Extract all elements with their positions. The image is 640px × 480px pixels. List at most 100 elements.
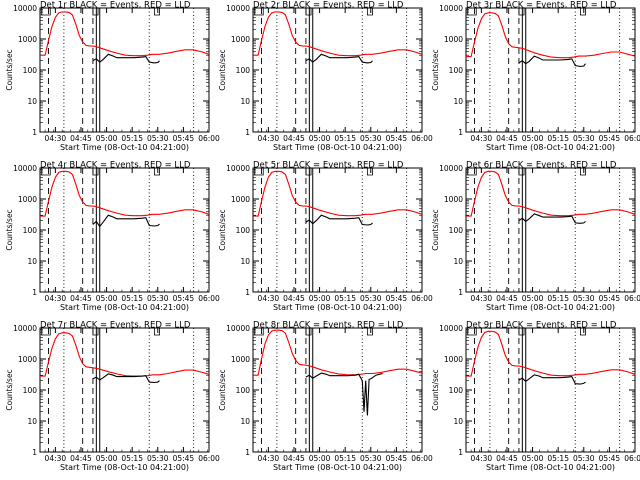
y-tick-label: 1 — [458, 128, 463, 137]
x-tick-label: 05:15 — [334, 454, 356, 463]
y-tick-label: 1 — [245, 448, 250, 457]
x-tick-label: 05:15 — [334, 134, 356, 143]
series-events-line — [92, 214, 160, 228]
panel-title: Det 9r BLACK = Events, RED = LLD — [466, 321, 617, 331]
y-tick-label: 100 — [236, 226, 251, 235]
x-tick-label: 04:30 — [471, 134, 493, 143]
panel-7: Det 7r BLACK = Events, RED = LLD 1 10 100 10… — [5, 321, 220, 473]
y-tick-label: 10000 — [13, 4, 37, 13]
x-axis-label: Start Time (08-Oct-10 04:21:00) — [60, 143, 189, 152]
y-tick-label: 10 — [27, 417, 37, 426]
plot-frame — [465, 7, 636, 133]
plot-frame — [252, 7, 423, 133]
series-lld-line — [253, 11, 423, 57]
series-lld-line — [466, 170, 636, 217]
series-lld-line — [253, 329, 423, 376]
panel-1: Det 1r BLACK = Events, RED = LLD 1 10 100 10… — [5, 1, 220, 153]
x-tick-label: 05:45 — [173, 294, 195, 303]
x-tick-label: 04:30 — [258, 454, 280, 463]
x-tick-label: 04:30 — [258, 294, 280, 303]
panel-title: Det 1r BLACK = Events, RED = LLD — [40, 1, 191, 11]
x-tick-label: 05:30 — [573, 134, 595, 143]
interval-flag — [579, 328, 586, 336]
series-lld-line — [253, 170, 423, 217]
y-tick-label: 10000 — [439, 324, 463, 333]
x-tick-label: 05:00 — [96, 454, 118, 463]
y-axis-label: Counts/sec — [5, 209, 14, 250]
interval-flag — [254, 328, 264, 336]
x-tick-label: 05:30 — [147, 454, 169, 463]
series-lld-line — [466, 330, 636, 377]
y-tick-label: 10000 — [226, 324, 250, 333]
plot-frame — [465, 327, 636, 453]
interval-flag — [41, 8, 51, 16]
x-tick-label: 06:00 — [411, 454, 433, 463]
y-tick-label: 1 — [32, 128, 37, 137]
y-tick-label: 1000 — [444, 195, 463, 204]
x-tick-label: 05:30 — [147, 294, 169, 303]
series-events-line — [92, 373, 160, 384]
x-tick-label: 04:45 — [70, 294, 92, 303]
interval-flag — [518, 8, 525, 16]
interval-flag — [467, 328, 477, 336]
x-tick-label: 04:30 — [471, 454, 493, 463]
interval-flag — [254, 168, 264, 176]
y-tick-label: 1000 — [231, 355, 250, 364]
interval-flag — [305, 8, 312, 16]
y-tick-label: 10 — [27, 257, 37, 266]
interval-flag — [467, 8, 477, 16]
y-tick-label: 1000 — [18, 35, 37, 44]
series-lld-line — [466, 12, 636, 59]
series-events-line — [518, 213, 586, 224]
x-tick-label: 06:00 — [411, 134, 433, 143]
panel-title: Det 7r BLACK = Events, RED = LLD — [40, 321, 191, 331]
interval-flag — [366, 168, 373, 176]
x-axis-label: Start Time (08-Oct-10 04:21:00) — [486, 143, 615, 152]
plot-frame — [252, 327, 423, 453]
y-tick-label: 1 — [32, 288, 37, 297]
interval-flag — [579, 8, 586, 16]
plot-frame — [39, 167, 210, 293]
y-axis-label: Counts/sec — [431, 369, 440, 410]
x-tick-label: 06:00 — [624, 134, 640, 143]
y-tick-label: 10 — [27, 97, 37, 106]
series-events-line — [305, 372, 383, 416]
panel-title: Det 3r BLACK = Events, RED = LLD — [466, 1, 617, 11]
plot-frame — [252, 167, 423, 293]
y-tick-label: 100 — [449, 226, 464, 235]
y-axis-label: Counts/sec — [431, 209, 440, 250]
x-tick-label: 05:00 — [309, 134, 331, 143]
y-tick-label: 1 — [458, 288, 463, 297]
x-tick-label: 06:00 — [198, 454, 220, 463]
series-lld-line — [40, 170, 210, 217]
x-tick-label: 05:45 — [173, 454, 195, 463]
x-tick-label: 05:15 — [121, 454, 143, 463]
x-tick-label: 04:45 — [496, 134, 518, 143]
y-axis-label: Counts/sec — [431, 49, 440, 90]
panel-title: Det 5r BLACK = Events, RED = LLD — [253, 161, 404, 171]
x-tick-label: 05:30 — [573, 454, 595, 463]
x-tick-label: 04:45 — [70, 454, 92, 463]
x-tick-label: 04:45 — [283, 134, 305, 143]
panel-4: Det 4r BLACK = Events, RED = LLD 1 10 100 10… — [5, 161, 220, 313]
y-tick-label: 10 — [453, 417, 463, 426]
y-tick-label: 100 — [23, 386, 38, 395]
panel-title: Det 8r BLACK = Events, RED = LLD — [253, 321, 404, 331]
interval-flag — [518, 168, 525, 176]
series-events-line — [518, 55, 586, 68]
x-axis-label: Start Time (08-Oct-10 04:21:00) — [60, 303, 189, 312]
interval-flag — [153, 168, 160, 176]
x-tick-label: 04:45 — [496, 454, 518, 463]
y-tick-label: 100 — [236, 386, 251, 395]
x-tick-label: 05:45 — [173, 134, 195, 143]
y-axis-label: Counts/sec — [218, 369, 227, 410]
x-axis-label: Start Time (08-Oct-10 04:21:00) — [273, 303, 402, 312]
y-tick-label: 100 — [449, 386, 464, 395]
y-axis-label: Counts/sec — [218, 49, 227, 90]
x-tick-label: 05:30 — [360, 454, 382, 463]
plot-frame — [465, 167, 636, 293]
panel-title: Det 2r BLACK = Events, RED = LLD — [253, 1, 404, 11]
x-tick-label: 06:00 — [198, 294, 220, 303]
x-tick-label: 04:45 — [283, 454, 305, 463]
